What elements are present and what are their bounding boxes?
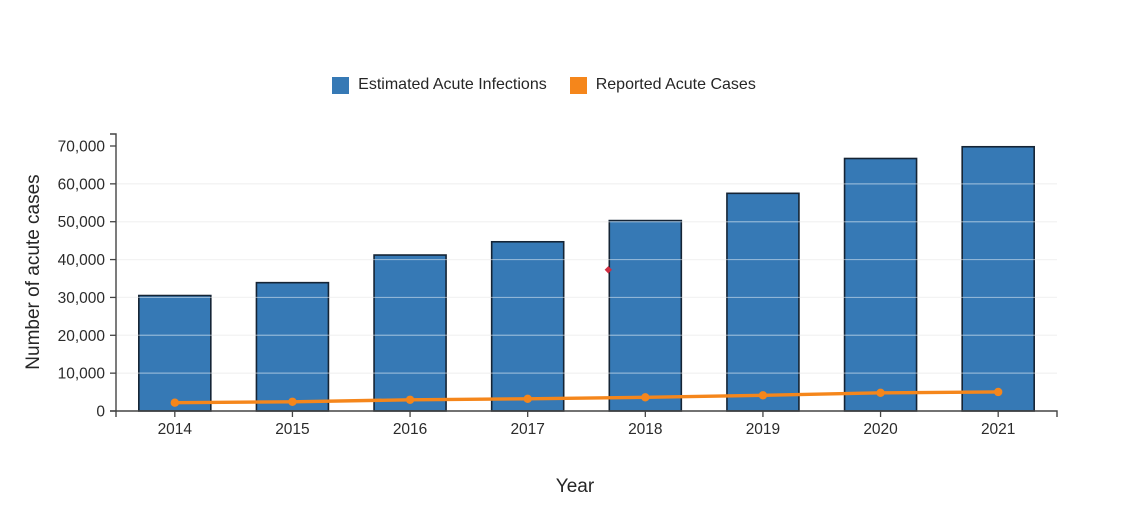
y-tick-label-20000: 20,000 xyxy=(58,328,106,345)
y-tick-label-30000: 30,000 xyxy=(58,290,106,307)
bar-2015 xyxy=(255,281,330,412)
x-tick-label-2017: 2017 xyxy=(510,421,544,438)
reported-point-2014 xyxy=(170,398,180,407)
reported-point-2017 xyxy=(523,394,532,404)
reported-cases-line xyxy=(173,390,1000,405)
bar-2019 xyxy=(726,192,800,412)
bar-2021 xyxy=(961,145,1035,412)
reported-point-2016 xyxy=(405,395,415,404)
x-tick-label-2014: 2014 xyxy=(158,421,193,438)
bar-2017 xyxy=(490,240,565,412)
legend-swatch-orange-icon xyxy=(569,76,587,94)
bar-2020 xyxy=(843,157,918,412)
legend-label-reported: Reported Acute Cases xyxy=(595,76,756,93)
chart-legend: Estimated Acute Infections Reported Acut… xyxy=(0,76,1088,94)
x-tick-label-2019: 2019 xyxy=(746,421,780,438)
bar-2016 xyxy=(373,254,447,412)
reported-point-2021 xyxy=(993,387,1003,397)
y-axis-title: Number of acute cases xyxy=(23,174,44,370)
legend-label-estimated: Estimated Acute Infections xyxy=(358,76,547,93)
reported-point-2018 xyxy=(641,393,650,402)
y-tick-label-70000: 70,000 xyxy=(58,139,106,156)
stray-red-point-icon xyxy=(604,266,612,274)
y-tick-label-0: 0 xyxy=(96,404,105,421)
x-tick-label-2018: 2018 xyxy=(628,421,662,438)
x-axis-line xyxy=(115,410,1058,417)
legend-item-estimated-acute-infections: Estimated Acute Infections xyxy=(332,76,547,94)
reported-point-2019 xyxy=(758,391,768,400)
y-tick-label-50000: 50,000 xyxy=(58,214,106,231)
reported-point-2015 xyxy=(288,397,297,406)
reported-point-2020 xyxy=(876,388,885,398)
legend-swatch-blue-icon xyxy=(332,76,350,94)
bar-2018 xyxy=(608,219,683,412)
y-tick-label-40000: 40,000 xyxy=(58,252,106,269)
y-tick-label-60000: 60,000 xyxy=(58,176,106,193)
y-axis-line xyxy=(110,133,117,412)
x-axis-title: Year xyxy=(555,476,595,497)
x-tick-label-2015: 2015 xyxy=(275,421,309,438)
legend-item-reported-acute-cases: Reported Acute Cases xyxy=(569,76,756,94)
y-tick-label-10000: 10,000 xyxy=(58,366,106,383)
x-tick-label-2021: 2021 xyxy=(981,421,1015,438)
x-tick-label-2016: 2016 xyxy=(393,421,427,438)
x-tick-label-2020: 2020 xyxy=(863,421,898,438)
bar-2014 xyxy=(138,294,212,412)
